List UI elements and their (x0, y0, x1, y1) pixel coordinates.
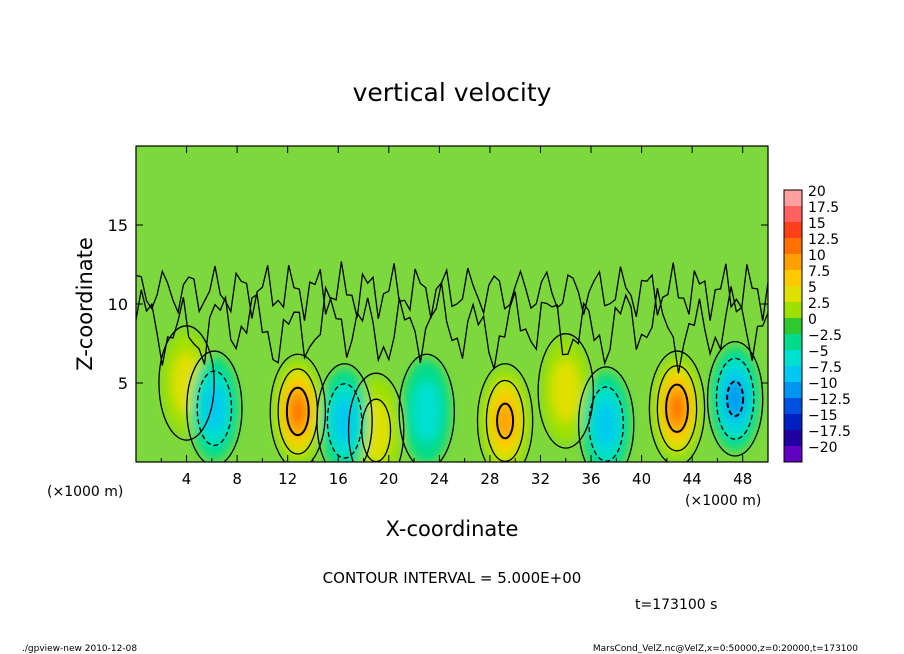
zero-contour (347, 372, 405, 462)
x-tick-label: 36 (581, 470, 600, 488)
x-tick-label: 44 (683, 470, 702, 488)
colorbar-swatch (784, 366, 802, 383)
colorbar-swatch (784, 254, 802, 271)
colorbar-swatch (784, 350, 802, 367)
x-tick-label: 4 (182, 470, 192, 488)
footer-right: MarsCond_VelZ.nc@VelZ,x=0:50000,z=0:2000… (593, 644, 858, 654)
x-tick-label: 16 (329, 470, 348, 488)
x-tick-label: 40 (632, 470, 651, 488)
colorbar-label: −7.5 (808, 360, 842, 376)
colorbar-swatch (784, 190, 802, 207)
colorbar-label: 20 (808, 184, 826, 200)
positive-contour (485, 379, 525, 462)
y-axis-label: Z-coordinate (73, 237, 97, 371)
x-tick-label: 20 (379, 470, 398, 488)
y-tick-label: 5 (118, 374, 128, 393)
positive-contour (496, 402, 515, 440)
x-axis: 4 8 12 16 20 24 28 32 36 40 44 48 (160, 146, 752, 488)
negative-contour (715, 357, 755, 440)
colorbar-label: 17.5 (808, 200, 839, 216)
positive-contour (665, 383, 689, 433)
colorbar-swatch (784, 318, 802, 335)
footer-left: ./gpview-new 2010-12-08 (22, 644, 137, 654)
zero-contour (537, 333, 595, 449)
zero-contour-upper (136, 261, 768, 321)
colorbar-label: 7.5 (808, 264, 830, 280)
x-unit-right: (×1000 m) (685, 493, 761, 509)
colorbar-label: −17.5 (808, 424, 851, 440)
x-tick-label: 24 (430, 470, 449, 488)
colorbar-label: −10 (808, 376, 838, 392)
colorbar-swatch (784, 270, 802, 287)
contour-interval: CONTOUR INTERVAL = 5.000E+00 (323, 569, 582, 587)
colorbar-swatch (784, 206, 802, 223)
colorbar-swatch (784, 334, 802, 351)
field-level (204, 385, 225, 431)
colorbar-swatch (784, 414, 802, 431)
negative-contour (196, 370, 233, 447)
colorbar-label: 15 (808, 216, 826, 232)
x-unit-left: (×1000 m) (47, 484, 123, 500)
colorbar-label: 2.5 (808, 296, 830, 312)
zero-contour (648, 350, 706, 462)
x-tick-label: 28 (480, 470, 499, 488)
colorbar-label: −2.5 (808, 328, 842, 344)
y-axis: 5 10 15 (108, 216, 768, 393)
colorbar-label: 5 (808, 280, 817, 296)
colorbar-label: −20 (808, 440, 838, 456)
negative-contour (588, 386, 625, 462)
field-level (595, 401, 617, 447)
zero-contour-layer-top (136, 282, 768, 374)
x-tick-label: 32 (531, 470, 550, 488)
x-axis-label: X-coordinate (386, 517, 519, 541)
colorbar-swatch (784, 430, 802, 447)
x-tick-label: 8 (232, 470, 242, 488)
colorbar-swatch (784, 398, 802, 415)
plot-area (136, 146, 768, 462)
x-tick-label: 12 (278, 470, 297, 488)
zero-contour (577, 366, 635, 462)
colorbar: 2017.51512.5107.552.50−2.5−5−7.5−10−12.5… (783, 184, 851, 463)
colorbar-label: 12.5 (808, 232, 839, 248)
colorbar-label: −12.5 (808, 392, 851, 408)
colorbar-label: 10 (808, 248, 826, 264)
positive-contour (285, 386, 310, 437)
negative-contour (326, 383, 363, 459)
zero-contour (476, 363, 534, 462)
field-level (412, 380, 442, 443)
colorbar-label: −15 (808, 408, 838, 424)
field-level (551, 359, 581, 423)
colorbar-swatch (784, 222, 802, 239)
field-level (727, 381, 744, 417)
time-label: t=173100 s (635, 597, 717, 613)
colorbar-frame (783, 189, 803, 463)
zero-contour (706, 340, 764, 457)
colorbar-swatch (784, 286, 802, 303)
field-level (497, 403, 514, 439)
zero-contour (186, 350, 243, 462)
chart-title: vertical velocity (353, 78, 552, 107)
x-tick-label: 48 (733, 470, 752, 488)
field-level (291, 397, 305, 426)
y-tick-label: 15 (108, 216, 128, 235)
field-level (670, 394, 684, 423)
zero-contour (269, 353, 327, 462)
colorbar-swatch (784, 446, 802, 463)
zero-contour (398, 353, 455, 462)
colorbar-swatch (784, 382, 802, 399)
colorbar-swatch (784, 238, 802, 255)
zero-contour (316, 363, 373, 462)
colorbar-swatch (784, 302, 802, 319)
y-tick-label: 10 (108, 295, 128, 314)
colorbar-label: −5 (808, 344, 829, 360)
colorbar-label: 0 (808, 312, 817, 328)
contour-lines (136, 261, 768, 462)
negative-contour (726, 380, 745, 418)
